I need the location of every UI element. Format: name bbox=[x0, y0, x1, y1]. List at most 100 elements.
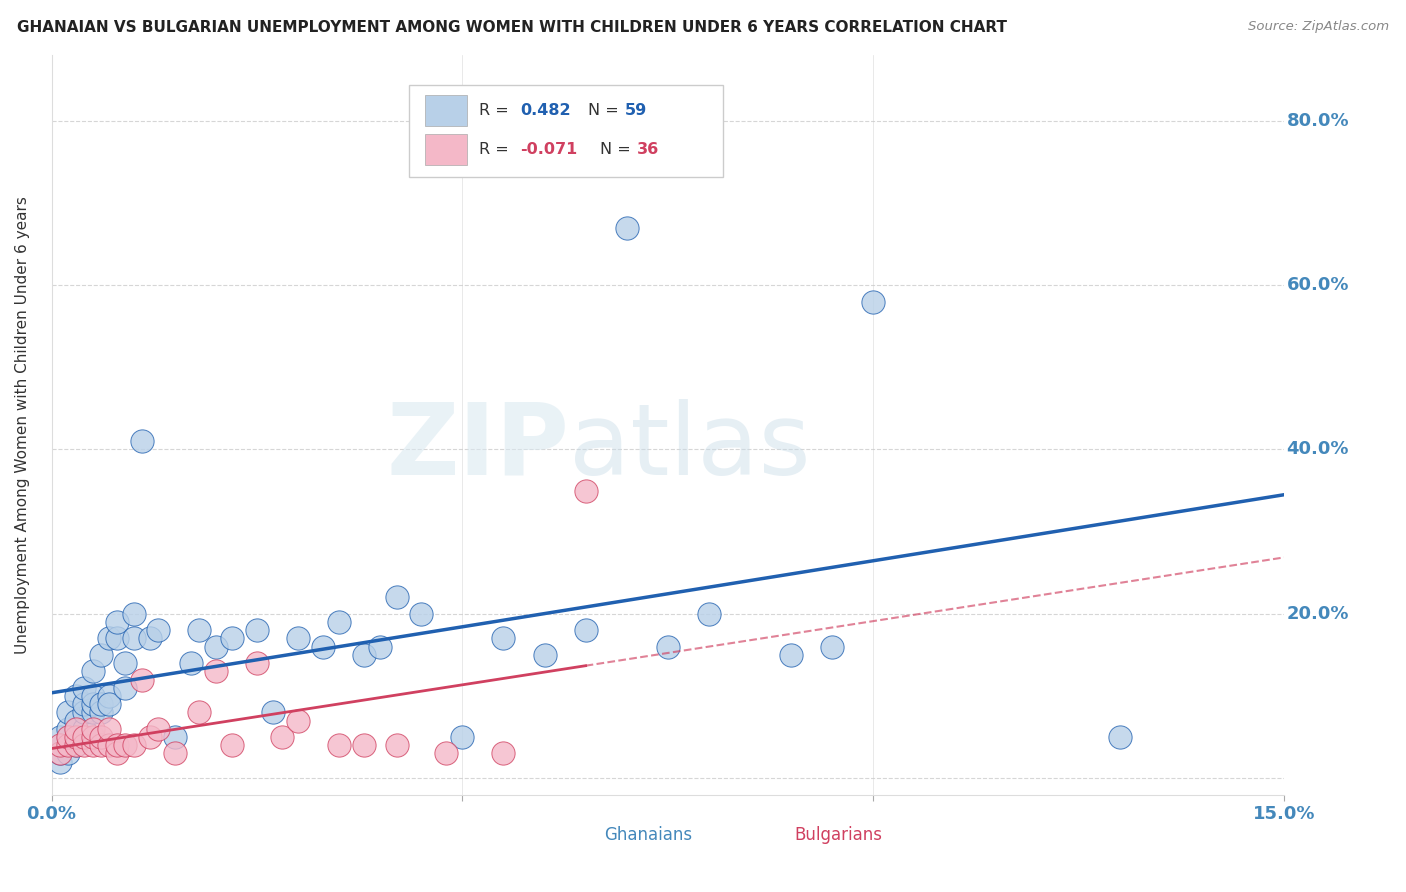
Point bbox=[98, 722, 121, 736]
Point bbox=[82, 697, 104, 711]
Point bbox=[105, 738, 128, 752]
Point bbox=[56, 730, 79, 744]
Point bbox=[98, 632, 121, 646]
Point bbox=[48, 747, 70, 761]
Point bbox=[56, 722, 79, 736]
Point bbox=[205, 665, 228, 679]
Point bbox=[82, 722, 104, 736]
Point bbox=[353, 738, 375, 752]
Point bbox=[105, 747, 128, 761]
FancyBboxPatch shape bbox=[425, 134, 467, 164]
Point bbox=[73, 738, 96, 752]
Point bbox=[862, 294, 884, 309]
Point bbox=[114, 656, 136, 670]
Point bbox=[492, 747, 515, 761]
Text: 60.0%: 60.0% bbox=[1286, 277, 1348, 294]
Point bbox=[657, 640, 679, 654]
Text: Bulgarians: Bulgarians bbox=[794, 826, 883, 844]
Point bbox=[122, 607, 145, 621]
Point bbox=[73, 697, 96, 711]
Point bbox=[780, 648, 803, 662]
Text: N =: N = bbox=[588, 103, 623, 118]
Text: R =: R = bbox=[479, 142, 515, 156]
Point bbox=[533, 648, 555, 662]
Point bbox=[188, 624, 211, 638]
Point bbox=[122, 738, 145, 752]
Point bbox=[821, 640, 844, 654]
Point bbox=[205, 640, 228, 654]
Text: 40.0%: 40.0% bbox=[1286, 441, 1348, 458]
Point bbox=[385, 738, 408, 752]
Point bbox=[98, 689, 121, 703]
Point bbox=[368, 640, 391, 654]
Point bbox=[148, 722, 170, 736]
FancyBboxPatch shape bbox=[425, 95, 467, 126]
Point bbox=[65, 722, 87, 736]
Point bbox=[328, 738, 350, 752]
Point bbox=[353, 648, 375, 662]
Y-axis label: Unemployment Among Women with Children Under 6 years: Unemployment Among Women with Children U… bbox=[15, 196, 30, 654]
Point bbox=[82, 738, 104, 752]
Point bbox=[65, 738, 87, 752]
Point bbox=[90, 730, 112, 744]
Point bbox=[122, 632, 145, 646]
Point bbox=[56, 730, 79, 744]
Point bbox=[328, 615, 350, 629]
Point bbox=[73, 681, 96, 695]
Point bbox=[56, 747, 79, 761]
Text: -0.071: -0.071 bbox=[520, 142, 576, 156]
Point bbox=[65, 738, 87, 752]
Text: ZIP: ZIP bbox=[387, 399, 569, 496]
Point bbox=[98, 697, 121, 711]
Point bbox=[73, 730, 96, 744]
Point bbox=[98, 738, 121, 752]
Point bbox=[48, 747, 70, 761]
Point bbox=[1108, 730, 1130, 744]
Point bbox=[82, 665, 104, 679]
Text: 0.482: 0.482 bbox=[520, 103, 571, 118]
Text: 36: 36 bbox=[637, 142, 659, 156]
Text: atlas: atlas bbox=[569, 399, 811, 496]
Point bbox=[48, 738, 70, 752]
Point bbox=[270, 730, 292, 744]
Point bbox=[616, 220, 638, 235]
Point bbox=[73, 706, 96, 720]
Point bbox=[105, 615, 128, 629]
Point bbox=[246, 656, 269, 670]
Point bbox=[105, 632, 128, 646]
Point bbox=[221, 738, 243, 752]
Point bbox=[311, 640, 333, 654]
Point bbox=[82, 706, 104, 720]
Point bbox=[287, 632, 309, 646]
Point bbox=[82, 689, 104, 703]
Point bbox=[188, 706, 211, 720]
Point bbox=[492, 632, 515, 646]
Point bbox=[56, 706, 79, 720]
Point bbox=[163, 730, 186, 744]
Point bbox=[65, 730, 87, 744]
Point bbox=[262, 706, 284, 720]
Point bbox=[287, 714, 309, 728]
FancyBboxPatch shape bbox=[567, 823, 599, 847]
Text: 80.0%: 80.0% bbox=[1286, 112, 1350, 130]
Point bbox=[221, 632, 243, 646]
Point bbox=[90, 738, 112, 752]
Point bbox=[246, 624, 269, 638]
Point bbox=[82, 730, 104, 744]
Point bbox=[48, 755, 70, 769]
Point bbox=[114, 738, 136, 752]
Point bbox=[385, 591, 408, 605]
Point bbox=[65, 689, 87, 703]
Point bbox=[90, 706, 112, 720]
Point bbox=[180, 656, 202, 670]
Point bbox=[697, 607, 720, 621]
Point bbox=[575, 624, 598, 638]
Text: 20.0%: 20.0% bbox=[1286, 605, 1348, 623]
Point bbox=[451, 730, 474, 744]
Text: Source: ZipAtlas.com: Source: ZipAtlas.com bbox=[1249, 20, 1389, 33]
Point bbox=[90, 648, 112, 662]
Point bbox=[56, 738, 79, 752]
Point bbox=[411, 607, 433, 621]
Point bbox=[139, 730, 162, 744]
Point bbox=[575, 483, 598, 498]
